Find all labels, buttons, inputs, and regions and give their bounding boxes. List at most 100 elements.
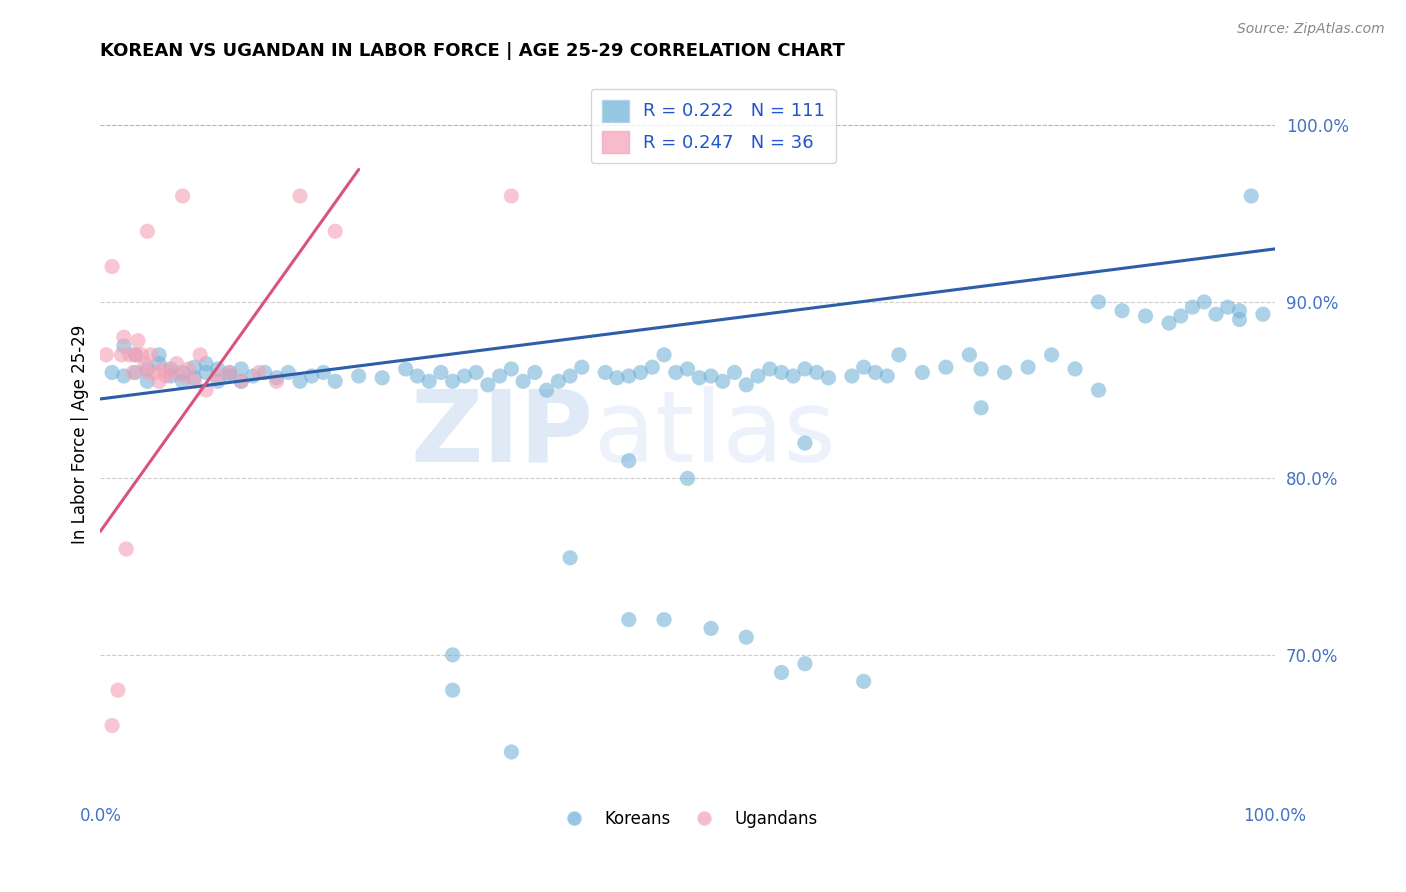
Point [512, 374, 534, 388]
Point [430, 366, 453, 380]
Point [159, 366, 181, 380]
Text: Source: ZipAtlas.com: Source: ZipAtlas.com [1237, 22, 1385, 37]
Point [700, 369, 723, 384]
Point [852, 360, 875, 375]
Point [207, 362, 229, 376]
Point [652, 348, 675, 362]
Point [183, 360, 205, 375]
Point [630, 366, 652, 380]
Point [794, 362, 817, 376]
Point [641, 360, 664, 375]
Point [148, 348, 170, 362]
Point [735, 630, 758, 644]
Point [477, 377, 499, 392]
Point [166, 357, 188, 371]
Point [110, 348, 132, 362]
Point [231, 374, 253, 388]
Point [1135, 309, 1157, 323]
Point [676, 362, 699, 376]
Point [1229, 312, 1251, 326]
Point [595, 366, 617, 380]
Point [122, 366, 145, 380]
Point [700, 621, 723, 635]
Point [617, 454, 640, 468]
Point [195, 366, 218, 380]
Point [782, 369, 804, 384]
Point [1017, 360, 1039, 375]
Point [794, 436, 817, 450]
Point [134, 357, 156, 371]
Point [571, 360, 593, 375]
Point [136, 224, 159, 238]
Point [139, 348, 162, 362]
Point [266, 371, 288, 385]
Point [665, 366, 688, 380]
Point [136, 362, 159, 376]
Point [112, 330, 135, 344]
Point [323, 374, 346, 388]
Point [465, 366, 488, 380]
Point [371, 371, 394, 385]
Text: KOREAN VS UGANDAN IN LABOR FORCE | AGE 25-29 CORRELATION CHART: KOREAN VS UGANDAN IN LABOR FORCE | AGE 2… [100, 42, 845, 60]
Point [172, 369, 194, 384]
Point [96, 348, 118, 362]
Point [418, 374, 440, 388]
Point [794, 657, 817, 671]
Point [1194, 294, 1216, 309]
Text: ZIP: ZIP [411, 385, 593, 483]
Point [312, 366, 335, 380]
Point [218, 366, 240, 380]
Point [231, 362, 253, 376]
Point [172, 374, 194, 388]
Y-axis label: In Labor Force | Age 25-29: In Labor Force | Age 25-29 [72, 325, 89, 544]
Point [841, 369, 863, 384]
Point [288, 374, 311, 388]
Point [231, 374, 253, 388]
Point [441, 683, 464, 698]
Point [152, 362, 174, 376]
Point [136, 374, 159, 388]
Point [218, 366, 240, 380]
Point [887, 348, 910, 362]
Point [112, 369, 135, 384]
Point [770, 665, 793, 680]
Point [183, 374, 205, 388]
Point [107, 683, 129, 698]
Point [1229, 303, 1251, 318]
Point [876, 369, 898, 384]
Point [207, 369, 229, 384]
Point [688, 371, 710, 385]
Point [155, 369, 177, 384]
Point [1040, 348, 1063, 362]
Point [323, 224, 346, 238]
Point [101, 260, 124, 274]
Point [301, 369, 323, 384]
Point [935, 360, 957, 375]
Point [247, 366, 270, 380]
Point [865, 366, 887, 380]
Point [441, 648, 464, 662]
Point [1157, 316, 1180, 330]
Point [266, 374, 288, 388]
Point [735, 377, 758, 392]
Point [207, 374, 229, 388]
Point [148, 374, 170, 388]
Point [159, 369, 181, 384]
Point [172, 366, 194, 380]
Point [188, 348, 211, 362]
Point [1205, 307, 1227, 321]
Point [970, 401, 993, 415]
Point [1087, 294, 1109, 309]
Point [441, 374, 464, 388]
Point [177, 362, 200, 376]
Point [395, 362, 418, 376]
Point [101, 366, 124, 380]
Point [277, 366, 299, 380]
Point [159, 362, 181, 376]
Point [195, 383, 218, 397]
Point [143, 366, 166, 380]
Point [453, 369, 475, 384]
Point [124, 348, 146, 362]
Point [817, 371, 839, 385]
Point [501, 189, 523, 203]
